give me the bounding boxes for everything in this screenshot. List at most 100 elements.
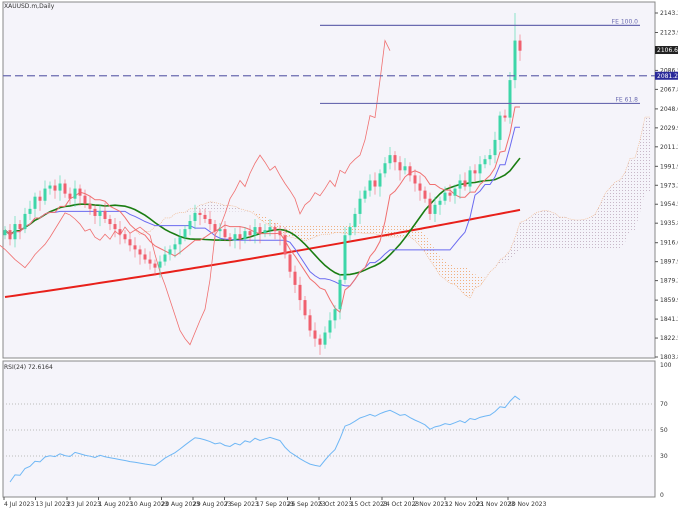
bull-candle (43, 188, 47, 201)
price-tick-label: 2123.95 (660, 30, 678, 37)
bull-candle (368, 180, 372, 191)
bear-candle (88, 203, 92, 209)
bull-candle (468, 170, 472, 187)
ichimoku-cloud-segment (470, 270, 475, 299)
bear-candle (143, 254, 147, 260)
date-tick-label: 7 Sep 2023 (225, 501, 259, 508)
ichimoku-cloud-segment (600, 193, 605, 250)
date-tick-label: 12 Nov 2023 (445, 501, 484, 508)
current-price-label: 2106.69 (657, 47, 678, 54)
bear-candle (203, 214, 207, 219)
bear-candle (298, 284, 302, 301)
ichimoku-cloud-segment (585, 217, 590, 250)
ichimoku-cloud-segment (610, 182, 615, 250)
ichimoku-cloud-segment (315, 225, 320, 237)
bear-candle (313, 330, 317, 339)
bear-candle (83, 195, 87, 204)
ichimoku-cloud-segment (580, 219, 585, 250)
bull-candle (348, 227, 352, 236)
ichimoku-cloud-segment (235, 206, 240, 212)
bear-candle (213, 224, 217, 232)
bull-candle (458, 180, 462, 189)
bear-candle (373, 180, 377, 187)
bull-candle (188, 221, 192, 230)
ichimoku-cloud-segment (440, 256, 445, 280)
price-tick-label: 1841.25 (660, 316, 678, 323)
bull-candle (483, 159, 487, 165)
bull-candle (13, 224, 17, 240)
ichimoku-cloud-segment (480, 276, 485, 286)
ichimoku-cloud-segment (320, 225, 325, 235)
date-tick-label: 13 Jul 2023 (36, 501, 70, 508)
bull-candle (253, 227, 257, 236)
ichimoku-cloud-segment (455, 266, 460, 290)
bear-candle (8, 230, 12, 240)
bear-candle (53, 185, 57, 191)
bear-candle (283, 235, 287, 255)
ichimoku-cloud-segment (510, 237, 515, 260)
bear-candle (423, 190, 427, 199)
date-tick-label: 29 Aug 2023 (193, 501, 232, 508)
bear-candle (518, 40, 522, 51)
ichimoku-cloud-segment (435, 249, 440, 276)
ichimoku-cloud-segment (530, 213, 535, 250)
bull-candle (323, 332, 327, 345)
date-tick-label: 20 Aug 2023 (162, 501, 201, 508)
bull-candle (98, 210, 102, 216)
ichimoku-cloud-segment (630, 157, 635, 231)
price-tick-label: 1822.55 (660, 335, 678, 342)
ichimoku-cloud-segment (310, 225, 315, 240)
ichimoku-cloud-segment (575, 219, 580, 250)
bull-candle (338, 279, 342, 310)
bear-candle (248, 231, 252, 236)
bear-candle (413, 175, 417, 184)
bull-candle (388, 155, 392, 164)
bull-candle (378, 173, 382, 187)
tenkan-sen-line (4, 106, 520, 314)
bull-candle (443, 192, 447, 201)
bear-candle (288, 254, 292, 272)
bull-candle (163, 254, 167, 262)
current-price-box (655, 46, 678, 55)
bear-candle (473, 170, 477, 174)
bear-candle (68, 193, 72, 199)
chikou-span-line (0, 39, 391, 346)
price-tick-label: 1991.95 (660, 163, 678, 170)
ichimoku-cloud-segment (390, 225, 395, 237)
bull-candle (233, 234, 237, 241)
price-tick-label: 2029.90 (660, 125, 678, 132)
ichimoku-cloud-segment (370, 225, 375, 234)
bull-candle (433, 204, 437, 214)
bull-candle (353, 213, 357, 228)
rsi-label: RSI(24) 72.6164 (4, 364, 53, 371)
date-tick-label: 2 Nov 2023 (414, 501, 449, 508)
ichimoku-cloud-segment (635, 140, 640, 231)
price-tick-label: 1859.95 (660, 297, 678, 304)
bear-candle (238, 234, 242, 240)
bull-candle (173, 244, 177, 250)
rsi-tick-label: 70 (660, 401, 668, 408)
bull-candle (28, 208, 32, 214)
ichimoku-cloud-segment (420, 227, 425, 253)
bear-candle (198, 212, 202, 215)
ichimoku-cloud-segment (540, 210, 545, 250)
ichimoku-cloud-segment (555, 213, 560, 250)
bear-candle (108, 218, 112, 225)
ichimoku-cloud-segment (565, 217, 570, 250)
date-tick-label: 30 Nov 2023 (508, 501, 547, 508)
ichimoku-cloud-segment (255, 211, 260, 220)
bull-candle (218, 229, 222, 232)
price-tick-label: 1897.90 (660, 259, 678, 266)
bull-candle (178, 237, 182, 245)
bull-candle (403, 166, 407, 171)
ichimoku-cloud-segment (360, 225, 365, 234)
ichimoku-cloud-segment (550, 211, 555, 250)
ichimoku-cloud-segment (230, 205, 235, 212)
bull-candle (453, 188, 457, 196)
date-tick-label: 15 Oct 2023 (351, 501, 388, 508)
line-price-box (655, 71, 678, 80)
price-tick-label: 1916.60 (660, 240, 678, 247)
bear-candle (418, 183, 422, 191)
bear-candle (208, 218, 212, 225)
